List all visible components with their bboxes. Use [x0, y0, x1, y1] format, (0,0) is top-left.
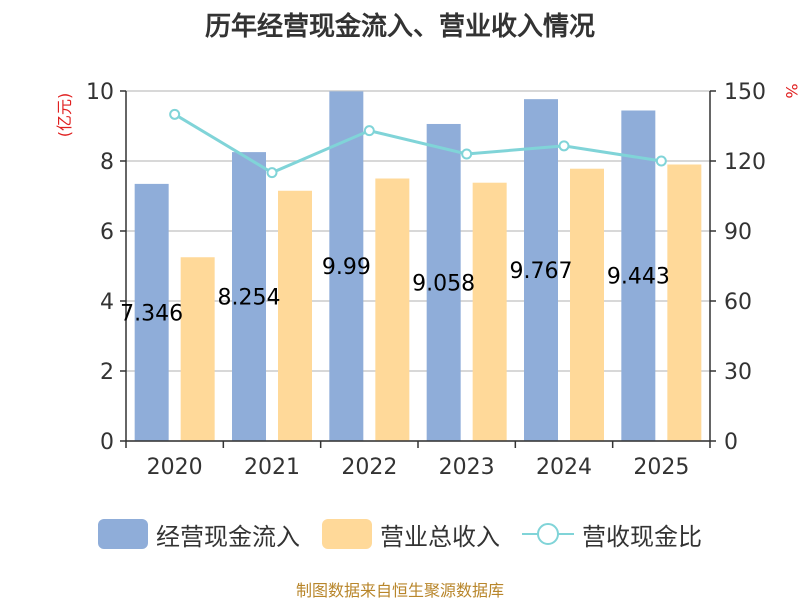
legend-swatch-total-revenue	[322, 519, 372, 549]
legend: 经营现金流入 营业总收入 营收现金比	[0, 512, 800, 556]
bar-cash-inflow-2025	[621, 110, 656, 442]
chart-title: 历年经营现金流入、营业收入情况	[204, 12, 595, 42]
data-label-cash-inflow: 9.99	[322, 255, 371, 280]
data-label-cash-inflow: 9.443	[607, 265, 670, 290]
legend-item-total-revenue[interactable]: 营业总收入	[322, 517, 500, 552]
right-tick-label: 0	[724, 430, 738, 455]
bar-cash-inflow-2023	[426, 123, 461, 441]
bar-total-revenue-2022	[375, 178, 410, 441]
bar-series-layer	[134, 91, 702, 442]
right-tick-label: 30	[724, 360, 752, 385]
right-tick-label: 60	[724, 290, 752, 315]
legend-label-cash-ratio: 营收现金比	[582, 522, 702, 551]
x-tick-label: 2024	[536, 455, 592, 480]
right-tick-label: 90	[724, 220, 752, 245]
axes: 0 2 4 6 8 10 0 30 60 90 120 150 2020 2021 2022 2023 2024…	[55, 80, 800, 480]
data-labels: 7.346 8.254 9.99 9.058 9.767 9.443	[120, 255, 670, 326]
bar-total-revenue-2023	[472, 182, 507, 441]
left-tick-label: 6	[100, 220, 114, 245]
left-tick-label: 2	[100, 360, 114, 385]
x-tick-label: 2025	[633, 455, 689, 480]
legend-swatch-cash-inflow	[98, 519, 148, 549]
bar-cash-inflow-2021	[232, 152, 266, 442]
data-label-cash-inflow: 9.767	[510, 259, 573, 284]
left-tick-label: 10	[86, 80, 114, 105]
bar-cash-inflow-2022	[329, 91, 364, 441]
bar-total-revenue-2020	[180, 257, 215, 441]
data-label-cash-inflow: 9.058	[412, 271, 475, 296]
bar-total-revenue-2025	[667, 164, 702, 441]
legend-label-total-revenue: 营业总收入	[380, 522, 500, 551]
x-tick-label: 2020	[147, 455, 203, 480]
point-cash-ratio-2023	[461, 148, 473, 160]
right-tick-label: 150	[724, 80, 766, 105]
point-cash-ratio-2024	[558, 140, 570, 152]
right-tick-label: 120	[724, 150, 766, 175]
left-axis-title: (亿元)	[55, 93, 74, 138]
point-cash-ratio-2020	[169, 108, 181, 120]
point-cash-ratio-2025	[655, 155, 667, 167]
x-tick-label: 2023	[439, 455, 495, 480]
x-tick-label: 2021	[244, 455, 300, 480]
left-tick-label: 0	[100, 430, 114, 455]
x-tick-label: 2022	[341, 455, 397, 480]
left-tick-label: 8	[100, 150, 114, 175]
bar-total-revenue-2021	[278, 190, 312, 441]
line-cash-ratio	[173, 113, 662, 175]
line-series-layer	[169, 108, 667, 179]
legend-item-cash-ratio[interactable]: 营收现金比	[522, 517, 702, 552]
legend-swatch-cash-ratio	[522, 523, 574, 545]
bar-cash-inflow-2024	[524, 99, 558, 441]
source-note: 制图数据来自恒生聚源数据库	[295, 581, 504, 600]
legend-label-cash-inflow: 经营现金流入	[156, 522, 300, 551]
left-tick-label: 4	[100, 290, 114, 315]
point-cash-ratio-2022	[363, 125, 375, 137]
data-label-cash-inflow: 8.254	[218, 286, 281, 311]
data-label-cash-inflow: 7.346	[120, 301, 183, 326]
bar-cash-inflow-2020	[134, 183, 169, 441]
legend-item-cash-inflow[interactable]: 经营现金流入	[98, 517, 300, 552]
right-axis-title: %	[782, 83, 800, 98]
point-cash-ratio-2021	[266, 167, 278, 179]
bar-total-revenue-2024	[570, 168, 604, 441]
